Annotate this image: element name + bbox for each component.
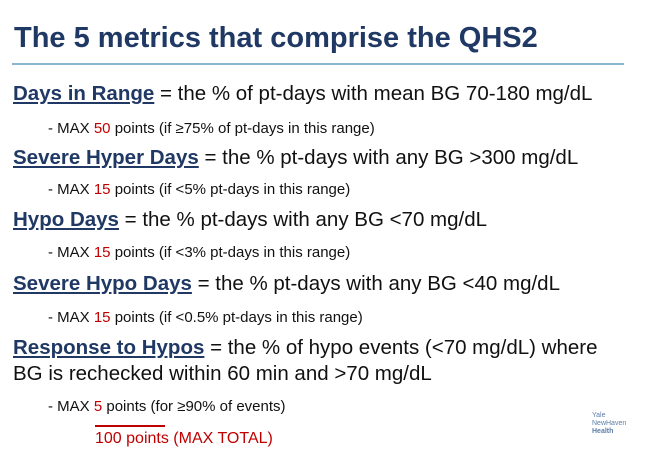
max-prefix: - MAX [48,398,94,415]
metric-definition: = the % pt-days with any BG <40 mg/dL [191,272,560,295]
max-prefix: - MAX [48,181,94,198]
metric-definition: = the % pt-days with any BG >300 mg/dL [198,146,579,169]
max-prefix: - MAX [48,120,94,137]
logo-line: NewHaven [592,420,627,427]
metric-definition-continued: BG is rechecked within 60 min and >70 mg… [13,362,432,385]
metric-term: Days in Range [13,82,155,105]
metric-response-to-hypos: Response to Hypos = the % of hypo events… [13,336,598,360]
slide-title: The 5 metrics that comprise the QHS2 [14,22,538,54]
metric-max-points: - MAX 15 points (if <0.5% pt-days in thi… [48,309,363,327]
points-value: 15 [93,244,111,261]
logo-line: Health [592,428,614,435]
metric-severe-hypo-days: Severe Hypo Days = the % pt-days with an… [13,272,560,296]
metric-definition: = the % pt-days with any BG <70 mg/dL [118,208,488,231]
total-points: 100 points (MAX TOTAL) [95,430,273,447]
title-divider [12,63,624,65]
metric-max-points: - MAX 50 points (if ≥75% of pt-days in t… [48,120,375,138]
metric-term: Hypo Days [13,208,119,231]
metric-term: Response to Hypos [13,336,205,359]
max-suffix: points (if <5% pt-days in this range) [110,181,351,198]
metric-term: Severe Hypo Days [13,272,192,295]
max-suffix: points (if <3% pt-days in this range) [110,244,351,261]
max-suffix: points (for ≥90% of events) [102,398,286,415]
metric-severe-hyper-days: Severe Hyper Days = the % pt-days with a… [13,146,578,170]
points-value: 50 [93,120,111,137]
metric-max-points: - MAX 15 points (if <3% pt-days in this … [48,244,350,262]
metric-term: Severe Hyper Days [13,146,199,169]
points-value: 15 [93,309,111,326]
metric-max-points: - MAX 5 points (for ≥90% of events) [48,398,286,416]
max-suffix: points (if <0.5% pt-days in this range) [110,309,363,326]
metric-days-in-range: Days in Range = the % of pt-days with me… [13,82,592,106]
metric-hypo-days: Hypo Days = the % pt-days with any BG <7… [13,208,487,232]
total-underline [95,425,165,427]
points-value: 15 [93,181,111,198]
max-prefix: - MAX [48,309,94,326]
metric-definition: = the % of pt-days with mean BG 70-180 m… [154,82,593,105]
logo-line: Yale [592,412,606,419]
yale-newhaven-health-logo: Yale NewHaven Health [592,412,626,436]
points-value: 5 [93,398,103,415]
max-suffix: points (if ≥75% of pt-days in this range… [110,120,375,137]
metric-definition: = the % of hypo events (<70 mg/dL) where [204,336,598,359]
max-prefix: - MAX [48,244,94,261]
metric-max-points: - MAX 15 points (if <5% pt-days in this … [48,181,350,199]
